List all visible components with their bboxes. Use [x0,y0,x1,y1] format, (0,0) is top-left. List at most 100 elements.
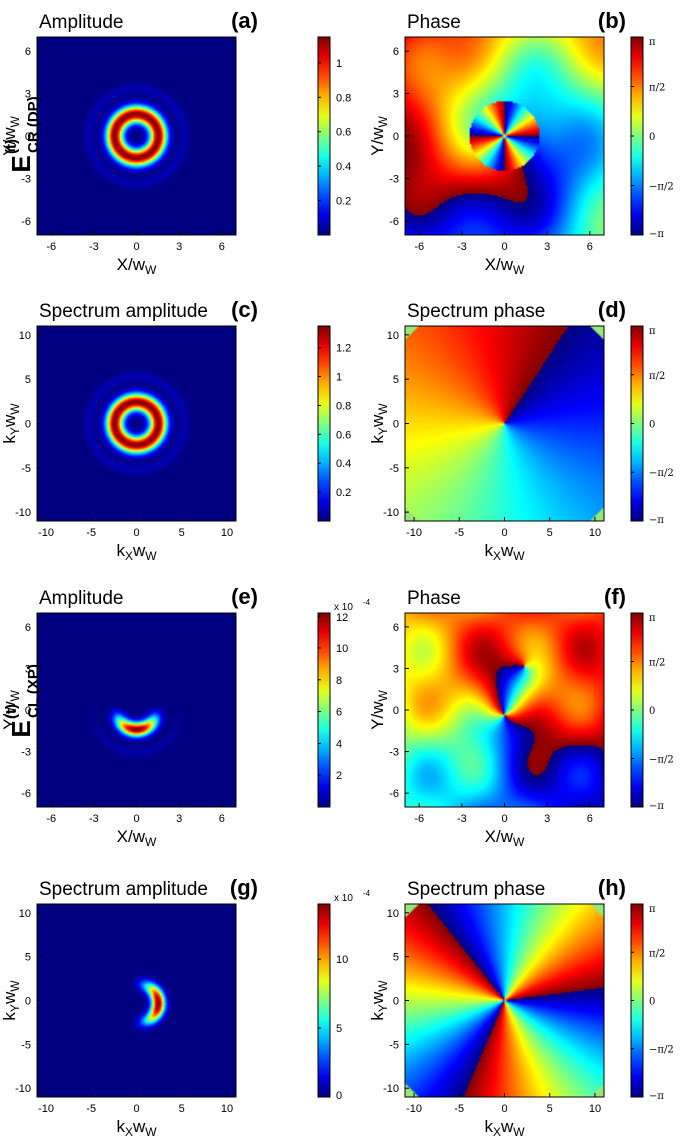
panel-title: Phase [407,588,461,609]
panel-d: Spectrum phase (d) -10 -5 0 5 10 10 5 0 -5 -10 kXwW k… [368,297,674,563]
row-label-sub: CR (DP) [25,96,42,153]
colorbar-tick-label: 0.8 [336,400,351,412]
x-tick-label: -6 [46,813,56,825]
y-tick-label: -5 [389,463,399,475]
colorbar-tick-label: 2 [336,770,342,782]
x-tick-label: -5 [86,527,96,539]
colorbar-tick-label: 5 [336,1023,342,1035]
y-tick-label: 10 [19,908,31,920]
y-tick-label: 0 [25,996,31,1008]
y-tick-label: 6 [393,46,399,58]
y-tick-label: -10 [383,1083,399,1095]
heatmap-image [37,37,236,235]
y-tick-label: 10 [387,908,399,920]
panel-a: Amplitude (a) -6 -3 0 3 6 6 3 0 -3 -6 X/wW Y/wW 1 0.8 0.… [0,8,351,277]
y-tick-label: -3 [21,173,31,185]
x-tick-label: 3 [544,241,550,253]
panel-title: Spectrum amplitude [39,301,208,322]
colorbar-tick-label: 10 [336,954,348,966]
x-tick-label: 10 [221,1103,233,1115]
x-tick-label: -10 [406,527,422,539]
colorbar-tick-label: π/2 [649,948,665,959]
colorbar-tick-label: −π/2 [649,1045,674,1056]
row-label: E(t) CL (XP) [3,664,42,738]
colorbar [317,36,331,236]
colorbar-tick-label: −π [649,229,664,240]
colorbar-tick-label: 10 [336,643,348,655]
y-tick-label: -10 [383,507,399,519]
x-tick-label: -3 [89,241,99,253]
y-tick-label: 0 [393,996,399,1008]
panel-label: (a) [231,8,258,33]
heatmap-image [37,613,236,807]
y-tick-label: 10 [387,330,399,342]
y-tick-label: 3 [25,663,31,675]
y-tick-label: -3 [21,747,31,759]
colorbar-tick-label: 0.2 [336,196,351,208]
colorbar-tick-label: π [649,613,656,624]
x-tick-label: 5 [179,1103,185,1115]
x-tick-label: -5 [454,1103,464,1115]
colorbar-tick-label: −π [649,801,664,812]
x-tick-label: 6 [219,813,225,825]
y-tick-label: 0 [393,705,399,717]
colorbar-tick-label: 0 [649,997,655,1008]
panel-h: Spectrum phase (h) -10 -5 0 5 10 10 5 0 -5 -10 kXwW k… [368,875,674,1139]
y-tick-label: -5 [389,1039,399,1051]
y-tick-label: 5 [25,952,31,964]
colorbar-tick-label: 0 [649,420,655,431]
panel-label: (d) [598,297,626,322]
heatmap-image [37,326,236,521]
x-axis-label: kXwW [116,1117,157,1139]
colorbar-tick-label: 8 [336,675,342,687]
colorbar-tick-label: −π [649,1091,664,1102]
x-tick-label: -3 [457,241,467,253]
x-axis-label: kXwW [116,541,157,563]
x-tick-label: 0 [133,527,139,539]
x-axis-label: X/wW [117,827,157,849]
x-axis-label: kXwW [484,1117,525,1139]
y-tick-label: -6 [21,788,31,800]
colorbar-tick-label: −π/2 [649,754,674,765]
colorbar-tick-label: 0.4 [336,458,351,470]
x-tick-label: -10 [38,1103,54,1115]
panel-g: Spectrum amplitude (g) -10 -5 0 5 10 10 5 0 -5 -10 k… [0,875,371,1139]
x-tick-label: 0 [501,813,507,825]
panel-title: Amplitude [39,12,124,33]
y-axis-label: Y/wW [0,689,22,729]
x-tick-label: -6 [46,241,56,253]
x-tick-label: 5 [547,527,553,539]
y-tick-label: 0 [25,705,31,717]
panel-b: Phase (b) -6 -3 0 3 6 6 3 0 -3 -6 X/wW Y/wW π π/2 0 −π/2 −… [368,8,674,277]
y-axis-label: Y/wW [0,115,22,155]
colorbar-tick-label: π/2 [649,658,665,669]
colorbar-tick-label: −π/2 [649,181,674,192]
y-tick-label: 6 [25,46,31,58]
y-tick-label: 0 [25,131,31,143]
x-tick-label: 5 [547,1103,553,1115]
y-tick-label: -6 [389,216,399,228]
x-tick-label: -6 [414,813,424,825]
y-tick-label: 0 [393,131,399,143]
colorbar-tick-label: 0 [649,132,655,143]
colorbar-tick-label: −π [649,515,664,526]
panel-f: Phase (f) -6 -3 0 3 6 6 3 0 -3 -6 X/wW Y/wW π π/2 0 −π/2 −… [368,584,674,849]
y-tick-label: 5 [393,374,399,386]
x-tick-label: -3 [457,813,467,825]
panel-label: (e) [231,584,258,609]
panel-c: Spectrum amplitude (c) -10 -5 0 5 10 10 5 0 -5 -10 k… [0,297,351,563]
panel-label: (f) [604,584,626,609]
panel-label: (g) [230,875,258,900]
x-tick-label: 3 [176,813,182,825]
colorbar-tick-label: 6 [336,707,342,719]
panel-label: (h) [598,875,626,900]
colorbar-tick-label: 0 [336,1090,342,1102]
y-axis-label: kYwW [0,980,22,1021]
x-tick-label: -6 [414,241,424,253]
colorbar-tick-label: 1 [336,372,342,384]
y-tick-label: -3 [389,173,399,185]
x-tick-label: 0 [133,813,139,825]
row-label-sub: CL (XP) [25,664,42,718]
panel-title: Spectrum amplitude [39,879,208,900]
colorbar-tick-label: 0 [649,706,655,717]
